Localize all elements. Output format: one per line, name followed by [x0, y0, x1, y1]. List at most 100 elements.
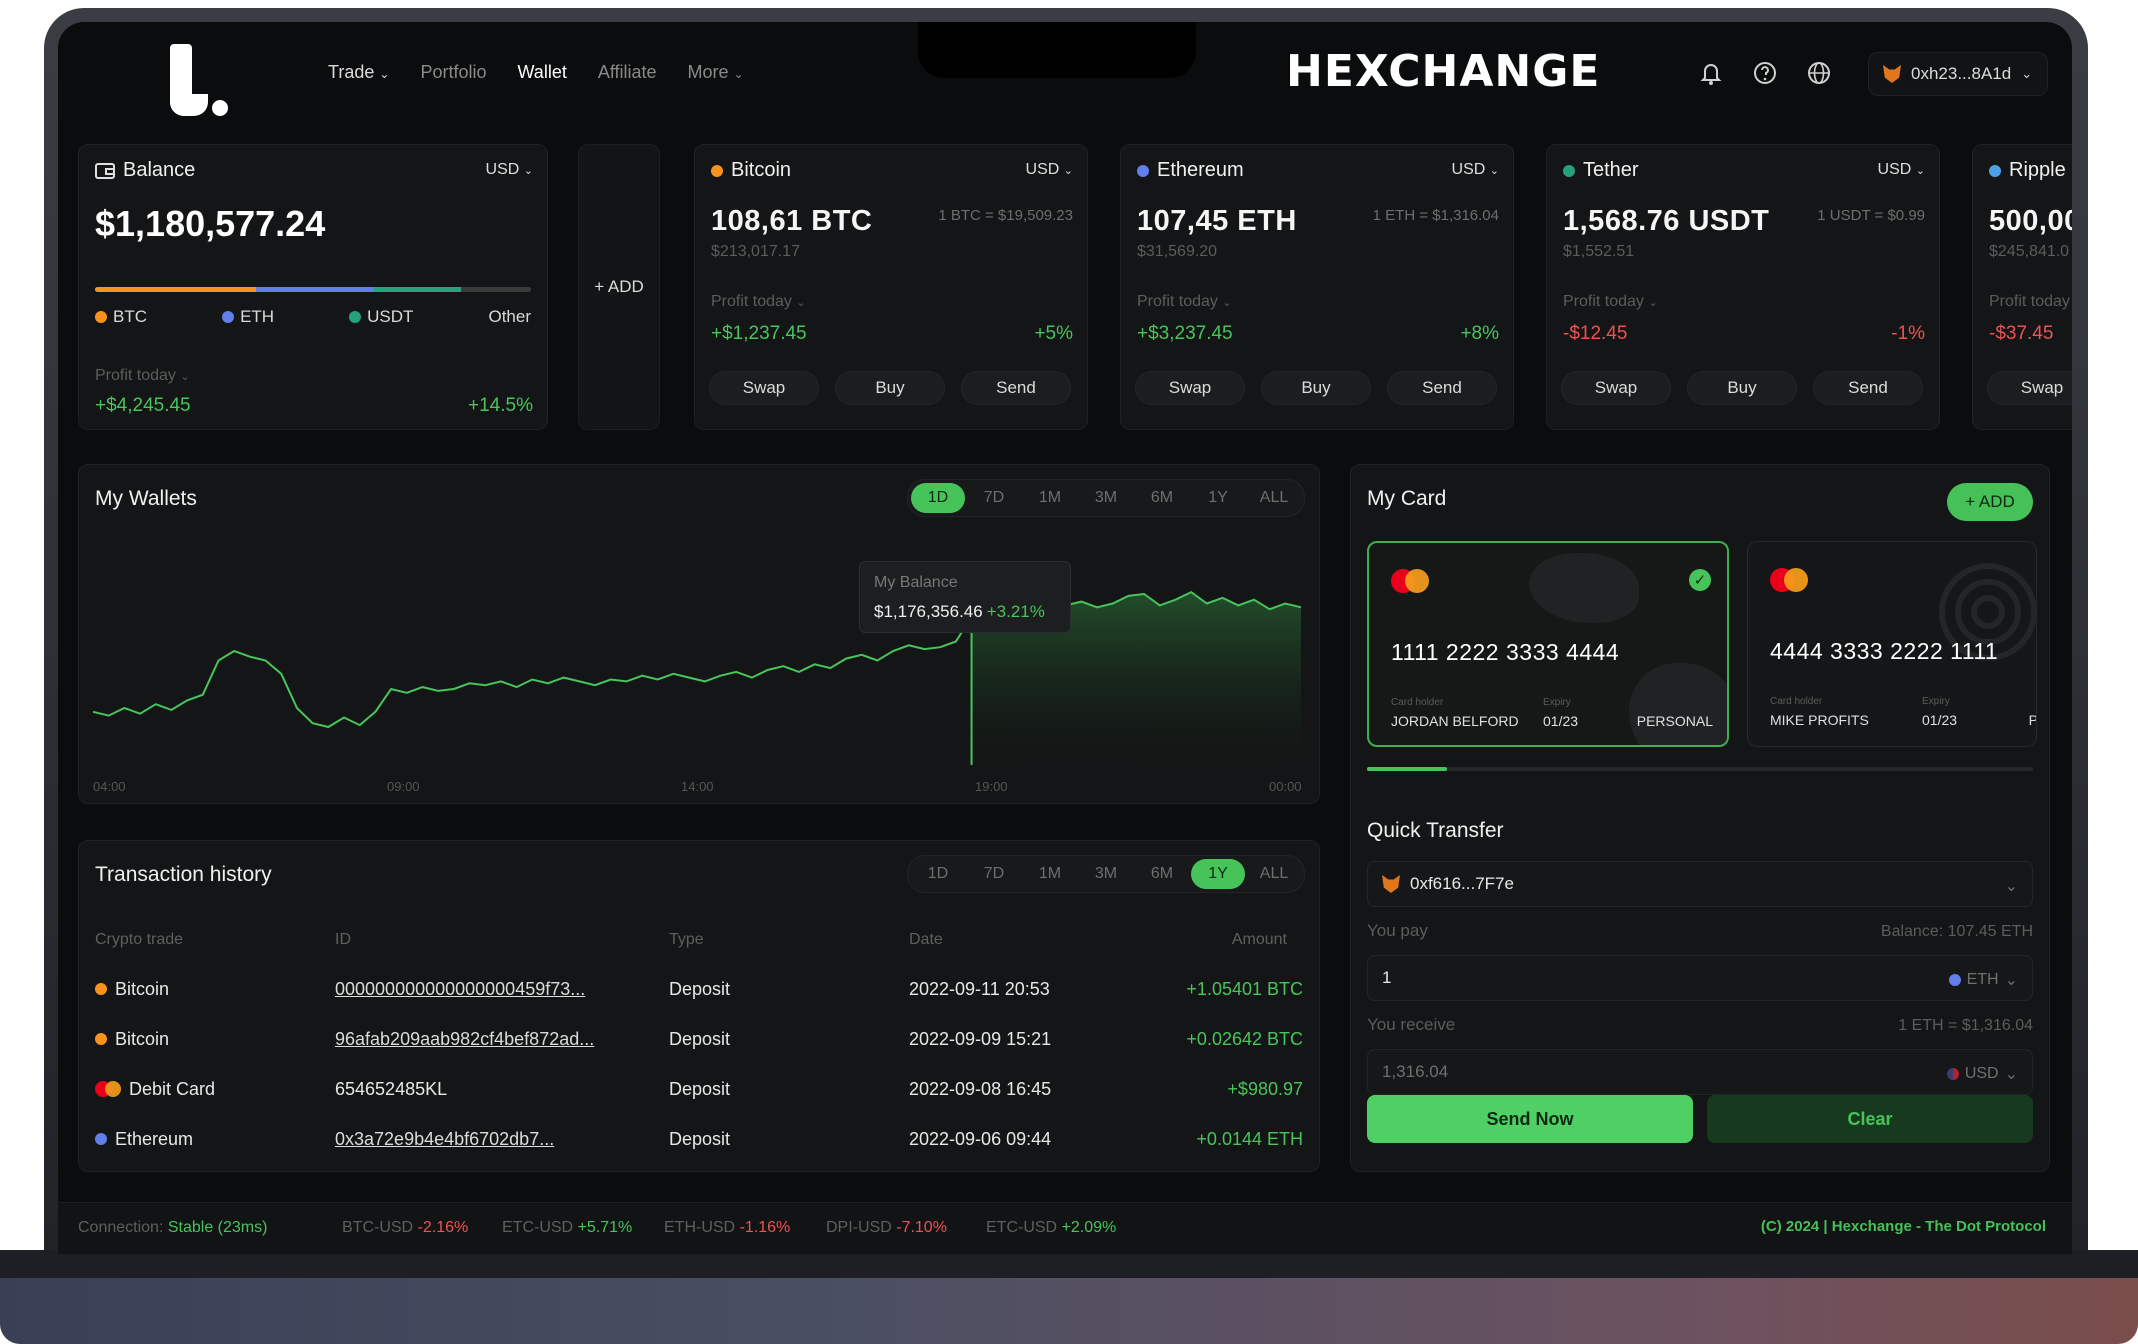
eth-icon: [222, 311, 235, 323]
add-card-button[interactable]: + ADD: [1947, 483, 2033, 521]
coin-profit-label[interactable]: Profit today ⌄: [1563, 293, 1658, 311]
balance-currency-select[interactable]: USD ⌄: [486, 161, 533, 179]
pay-currency-select[interactable]: ETH ⌄: [1948, 970, 2018, 990]
bell-icon[interactable]: [1698, 60, 1724, 86]
range-tab-3m[interactable]: 3M: [1094, 865, 1118, 882]
usdt-icon: [349, 311, 362, 323]
coin-profit-label[interactable]: Profit today ⌄: [711, 293, 806, 311]
coin-profit-label[interactable]: Profit today ⌄: [1137, 293, 1232, 311]
xrp-icon: [1989, 164, 2001, 177]
asset-cell: Ethereum: [95, 1127, 193, 1151]
send-button[interactable]: Send: [961, 371, 1071, 405]
nav-more[interactable]: More ⌄: [688, 62, 744, 83]
range-tab-all[interactable]: ALL: [1259, 489, 1289, 506]
swap-button[interactable]: Swap: [1987, 371, 2072, 405]
range-tab-all[interactable]: ALL: [1259, 865, 1289, 882]
buy-button[interactable]: Buy: [1261, 371, 1371, 405]
card-holder-name: JORDAN BELFORD: [1391, 713, 1519, 729]
range-tab-1d[interactable]: 1D: [927, 865, 949, 882]
range-tab-6m[interactable]: 6M: [1150, 865, 1174, 882]
coin-usd-value: $245,841.0: [1989, 243, 2070, 260]
amount-cell: +$980.97: [1227, 1078, 1303, 1099]
coin-title: Ripple: [1989, 159, 2066, 182]
ticker-change: +2.09%: [1061, 1219, 1117, 1236]
balance-hint: Balance: 107.45 ETH: [1880, 923, 2033, 940]
card-pattern: [1529, 553, 1639, 623]
nav-wallet[interactable]: Wallet: [517, 62, 567, 82]
credit-card-selected[interactable]: ✓ 1111 2222 3333 4444 Card holder JORDAN…: [1367, 541, 1729, 747]
range-tab-1y[interactable]: 1Y: [1208, 489, 1228, 506]
x-tick: 19:00: [975, 779, 1008, 794]
transaction-id-link[interactable]: 96afab209aab982cf4bef872ad...: [335, 1028, 595, 1049]
transaction-id-link[interactable]: 0x3a72e9b4e4bf6702db7...: [335, 1128, 555, 1149]
profit-label-text: Profit today: [1137, 293, 1218, 310]
globe-icon[interactable]: [1806, 60, 1832, 86]
coin-amount: 108,61 BTC: [711, 205, 873, 237]
x-tick: 00:00: [1269, 779, 1302, 794]
ticker-pair: ETC-USD: [986, 1219, 1058, 1236]
coin-currency-select[interactable]: USD ⌄: [1026, 161, 1073, 179]
card-scroll-track[interactable]: [1367, 767, 2033, 771]
swap-button[interactable]: Swap: [709, 371, 819, 405]
range-tab-7d[interactable]: 7D: [983, 865, 1005, 882]
receive-currency-select[interactable]: USD ⌄: [1946, 1064, 2018, 1084]
send-button[interactable]: Send: [1387, 371, 1497, 405]
swap-button[interactable]: Swap: [1135, 371, 1245, 405]
coin-actions: Swap Buy Send: [709, 371, 1071, 405]
asset-name: Bitcoin: [115, 1028, 170, 1049]
card-holder-label: Card holder: [1391, 697, 1444, 708]
coin-profit-pct: +8%: [1460, 323, 1499, 344]
range-tab-1m[interactable]: 1M: [1038, 489, 1062, 506]
type-cell: Deposit: [669, 978, 731, 999]
table-row[interactable]: Bitcoin 96afab209aab982cf4bef872ad... De…: [79, 1027, 1319, 1077]
send-button[interactable]: Send: [1813, 371, 1923, 405]
transaction-history-panel: Transaction history 1D 7D 1M 3M 6M 1Y ALL Cryp…: [78, 840, 1320, 1172]
range-tab-1y[interactable]: 1Y: [1191, 859, 1245, 889]
buy-button[interactable]: Buy: [1687, 371, 1797, 405]
coin-rate: 1 ETH = $1,316.04: [1372, 207, 1499, 224]
range-tab-1d[interactable]: 1D: [911, 483, 965, 513]
send-now-button[interactable]: Send Now: [1367, 1095, 1693, 1143]
range-tab-1m[interactable]: 1M: [1038, 865, 1062, 882]
coin-currency-select[interactable]: USD ⌄: [1878, 161, 1925, 179]
swap-button[interactable]: Swap: [1561, 371, 1671, 405]
card-pattern: [1629, 663, 1727, 745]
nav-affiliate[interactable]: Affiliate: [597, 62, 657, 82]
btc-icon: [95, 311, 107, 323]
chevron-down-icon: ⌄: [1222, 297, 1232, 309]
currency-label: USD: [1025, 161, 1060, 178]
balance-profit-label[interactable]: Profit today ⌄: [95, 367, 190, 385]
coin-card-bitcoin: Bitcoin USD ⌄ 108,61 BTC 1 BTC = $19,509…: [694, 144, 1088, 430]
card-number: 1111 2222 3333 4444: [1391, 639, 1620, 665]
transaction-id: 654652485KL: [335, 1078, 448, 1099]
help-icon[interactable]: [1752, 60, 1778, 86]
receive-amount-input[interactable]: 1,316.04 USD ⌄: [1367, 1049, 2033, 1095]
nav-trade[interactable]: Trade ⌄: [328, 62, 389, 83]
range-tab-6m[interactable]: 6M: [1150, 489, 1174, 506]
account-button[interactable]: 0xh23...8A1d ⌄: [1868, 52, 2048, 96]
clear-button[interactable]: Clear: [1707, 1095, 2033, 1143]
laptop-base: [0, 1250, 2138, 1344]
transaction-id-link[interactable]: 000000000000000000459f73...: [335, 978, 586, 999]
range-tab-3m[interactable]: 3M: [1094, 489, 1118, 506]
legend-btc: BTC: [95, 307, 147, 327]
ticker-change: -1.16%: [739, 1219, 791, 1236]
credit-card[interactable]: 4444 3333 2222 1111 Card holder MIKE PRO…: [1747, 541, 2037, 747]
table-row[interactable]: Debit Card 654652485KL Deposit 2022-09-0…: [79, 1077, 1319, 1127]
card-scroll-thumb[interactable]: [1367, 767, 1447, 771]
coin-profit-label[interactable]: Profit today: [1989, 293, 2070, 310]
hexchange-logo[interactable]: [170, 44, 230, 118]
pay-amount-input[interactable]: 1 ETH ⌄: [1367, 955, 2033, 1001]
buy-button[interactable]: Buy: [835, 371, 945, 405]
table-row[interactable]: Ethereum 0x3a72e9b4e4bf6702db7... Deposi…: [79, 1127, 1319, 1177]
recipient-select[interactable]: 0xf616...7F7e ⌄: [1367, 861, 2033, 907]
balance-line-chart[interactable]: [79, 465, 1321, 805]
col-amount: Amount: [1231, 931, 1287, 948]
coin-currency-select[interactable]: USD ⌄: [1452, 161, 1499, 179]
coin-amount: 1,568.76 USDT: [1563, 205, 1770, 237]
range-tab-7d[interactable]: 7D: [983, 489, 1005, 506]
tooltip-value: $1,176,356.46 +3.21%: [874, 602, 1045, 622]
add-asset-button[interactable]: + ADD: [578, 144, 660, 430]
table-row[interactable]: Bitcoin 000000000000000000459f73... Depo…: [79, 977, 1319, 1027]
nav-portfolio[interactable]: Portfolio: [420, 62, 487, 82]
